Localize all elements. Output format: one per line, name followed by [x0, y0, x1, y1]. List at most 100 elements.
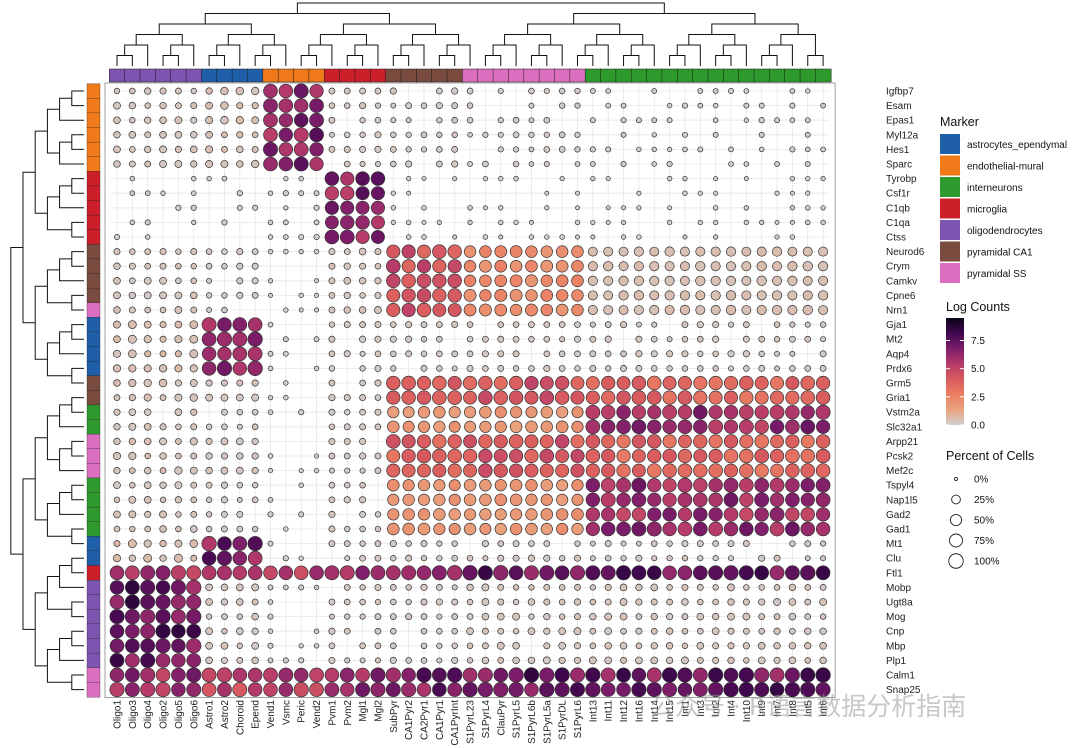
dot-Mef2c-S1PyrL4	[478, 463, 493, 478]
dot-Hes1-S1PyrL6b	[528, 146, 535, 153]
dot-Ugt8a-S1PyrL4	[481, 598, 490, 606]
column-group-cell	[508, 68, 525, 83]
dot-Gria1-Oligo5	[174, 393, 183, 402]
dot-Crym-Pvm2	[343, 262, 351, 270]
dot-C1qa-S1PyrL6	[574, 219, 581, 226]
dot-Mef2c-Int7	[770, 463, 784, 478]
row-group-cell	[86, 185, 101, 201]
dot-Nrn1-S1PyrL6	[571, 303, 584, 317]
dendrogram-branch	[71, 221, 84, 238]
dot-Vstm2a-S1PyrL5a	[540, 406, 553, 419]
row-group-cell	[86, 521, 101, 537]
dot-Cpne6-CA1Pyr2	[401, 288, 416, 303]
dot-Clu-Int13	[589, 555, 596, 562]
dot-Arpp21-Int4	[723, 434, 739, 449]
dot-Gad1-S1PyrL5a	[540, 522, 553, 536]
dot-Mbp-Int12	[619, 642, 628, 650]
dot-Mog-Oligo4	[140, 609, 156, 625]
dot-Arpp21-Epend	[251, 437, 259, 445]
dot-Plp1-Astro2	[221, 656, 228, 664]
dot-Aqp4-Oligo5	[174, 350, 182, 358]
dot-Epas1-Choroid	[235, 116, 244, 125]
dot-Sparc-Mgl2	[374, 161, 381, 167]
dot-Neurod6-CA1Pyr1	[432, 244, 447, 259]
dendrogram-branch	[59, 258, 84, 282]
dot-Nrn1-CA1PyrInt	[447, 303, 462, 317]
row-group-cell	[86, 550, 101, 566]
dot-Sparc-Oligo3	[128, 160, 136, 168]
dot-Gria1-S1PyrL6	[570, 390, 585, 405]
dot-Arpp21-S1PyrL4	[478, 434, 493, 449]
dot-Neurod6-Mgl2	[374, 248, 382, 256]
dot-Pcsk2-S1PyrL6b	[524, 448, 539, 464]
dendrogram-branch	[162, 55, 179, 66]
column-group-cell	[769, 68, 786, 83]
dot-Esam-Int3	[697, 102, 704, 109]
dot-Sparc-S1PyrL5	[512, 160, 520, 168]
dendrogram-branch	[71, 484, 84, 501]
dot-Grm5-Int9	[754, 376, 769, 390]
row-group-cell	[86, 273, 101, 289]
dot-Arpp21-CA1Pyr2	[401, 434, 416, 449]
dot-Epas1-Epend	[251, 116, 259, 125]
dot-Cnp-Mgl2	[374, 627, 382, 635]
dot-Cpne6-S1PyrL6b	[525, 289, 538, 302]
dot-Grm5-CA1Pyr2	[401, 375, 416, 391]
dot-Arpp21-Int11	[601, 434, 616, 449]
dot-Plp1-Oligo5	[171, 653, 186, 668]
dot-Igfbp7-Vend2	[309, 83, 324, 99]
dot-Arpp21-Int15	[662, 434, 677, 449]
dendrogram-branch	[59, 185, 84, 209]
dot-Ftl1-S1PyrDL	[554, 565, 570, 581]
dot-Slc32a1-Oligo5	[175, 423, 182, 431]
dot-Plp1-Int1	[681, 656, 689, 665]
dot-Calm1-Int9	[754, 667, 770, 683]
dot-Epas1-Vsmc	[278, 113, 293, 128]
dot-Neurod6-CA2Pyr1	[417, 244, 431, 259]
dot-Vstm2a-Oligo6	[190, 408, 198, 416]
dot-Camkv-Astro1	[206, 277, 213, 284]
legend-swatch	[940, 198, 960, 219]
dot-Neurod6-Int3	[695, 246, 706, 257]
dendrogram-branch	[761, 55, 778, 66]
dot-Slc32a1-Int2	[708, 419, 724, 435]
dot-Ftl1-Int4	[723, 565, 739, 581]
dot-Sparc-S1PyrL5a	[543, 161, 550, 167]
dendrogram-branch	[688, 34, 736, 45]
dot-Gad1-Int8	[785, 521, 800, 537]
dot-Cpne6-SubPyr	[386, 288, 401, 303]
dot-Crym-Int6	[818, 261, 829, 272]
dendrogram-branch	[623, 55, 640, 66]
dot-Myl12a-Pvm2	[344, 131, 351, 138]
dot-Mobp-CA1Pyr1	[435, 584, 443, 591]
dot-Mobp-S1PyrL5a	[543, 583, 551, 591]
cluster-label: Peric	[297, 700, 308, 723]
dot-Ftl1-Oligo2	[155, 565, 171, 581]
dot-Myl12a-CA2Pyr1	[420, 131, 428, 139]
dot-Slc32a1-Int12	[616, 419, 631, 435]
dot-Mt2-Int1	[681, 335, 689, 343]
dot-Camkv-Int12	[618, 275, 629, 286]
gene-label: Slc32a1	[886, 422, 923, 433]
dot-Hes1-S1PyrL5	[513, 146, 520, 153]
dot-Prdx6-S1PyrDL	[558, 365, 566, 372]
gene-label: Vstm2a	[886, 408, 920, 419]
dot-Tspyl4-Int10	[739, 477, 754, 493]
dot-Nrn1-Int12	[618, 305, 629, 315]
dot-Neurod6-Int4	[725, 246, 737, 257]
row-group-cell	[86, 463, 101, 479]
dot-Prdx6-S1PyrL23	[466, 364, 474, 372]
dendrogram-branch	[676, 44, 701, 66]
dot-Igfbp7-Mgl1	[359, 87, 366, 95]
dot-Arpp21-Pvm1	[328, 437, 336, 445]
dot-Plp1-Int6	[819, 656, 827, 665]
dot-Gja1-Choroid	[232, 317, 248, 332]
dendrogram-branch	[438, 55, 456, 66]
dot-Slc32a1-Int16	[631, 419, 647, 435]
dot-Clu-Int11	[604, 554, 612, 562]
dot-Clu-Pvm2	[344, 555, 351, 562]
size-legend-dot	[953, 476, 959, 482]
dot-Calm1-ClauPyr	[493, 667, 509, 683]
dot-Mef2c-CA2Pyr1	[416, 463, 432, 478]
dot-Mef2c-S1PyrL6	[570, 463, 585, 478]
